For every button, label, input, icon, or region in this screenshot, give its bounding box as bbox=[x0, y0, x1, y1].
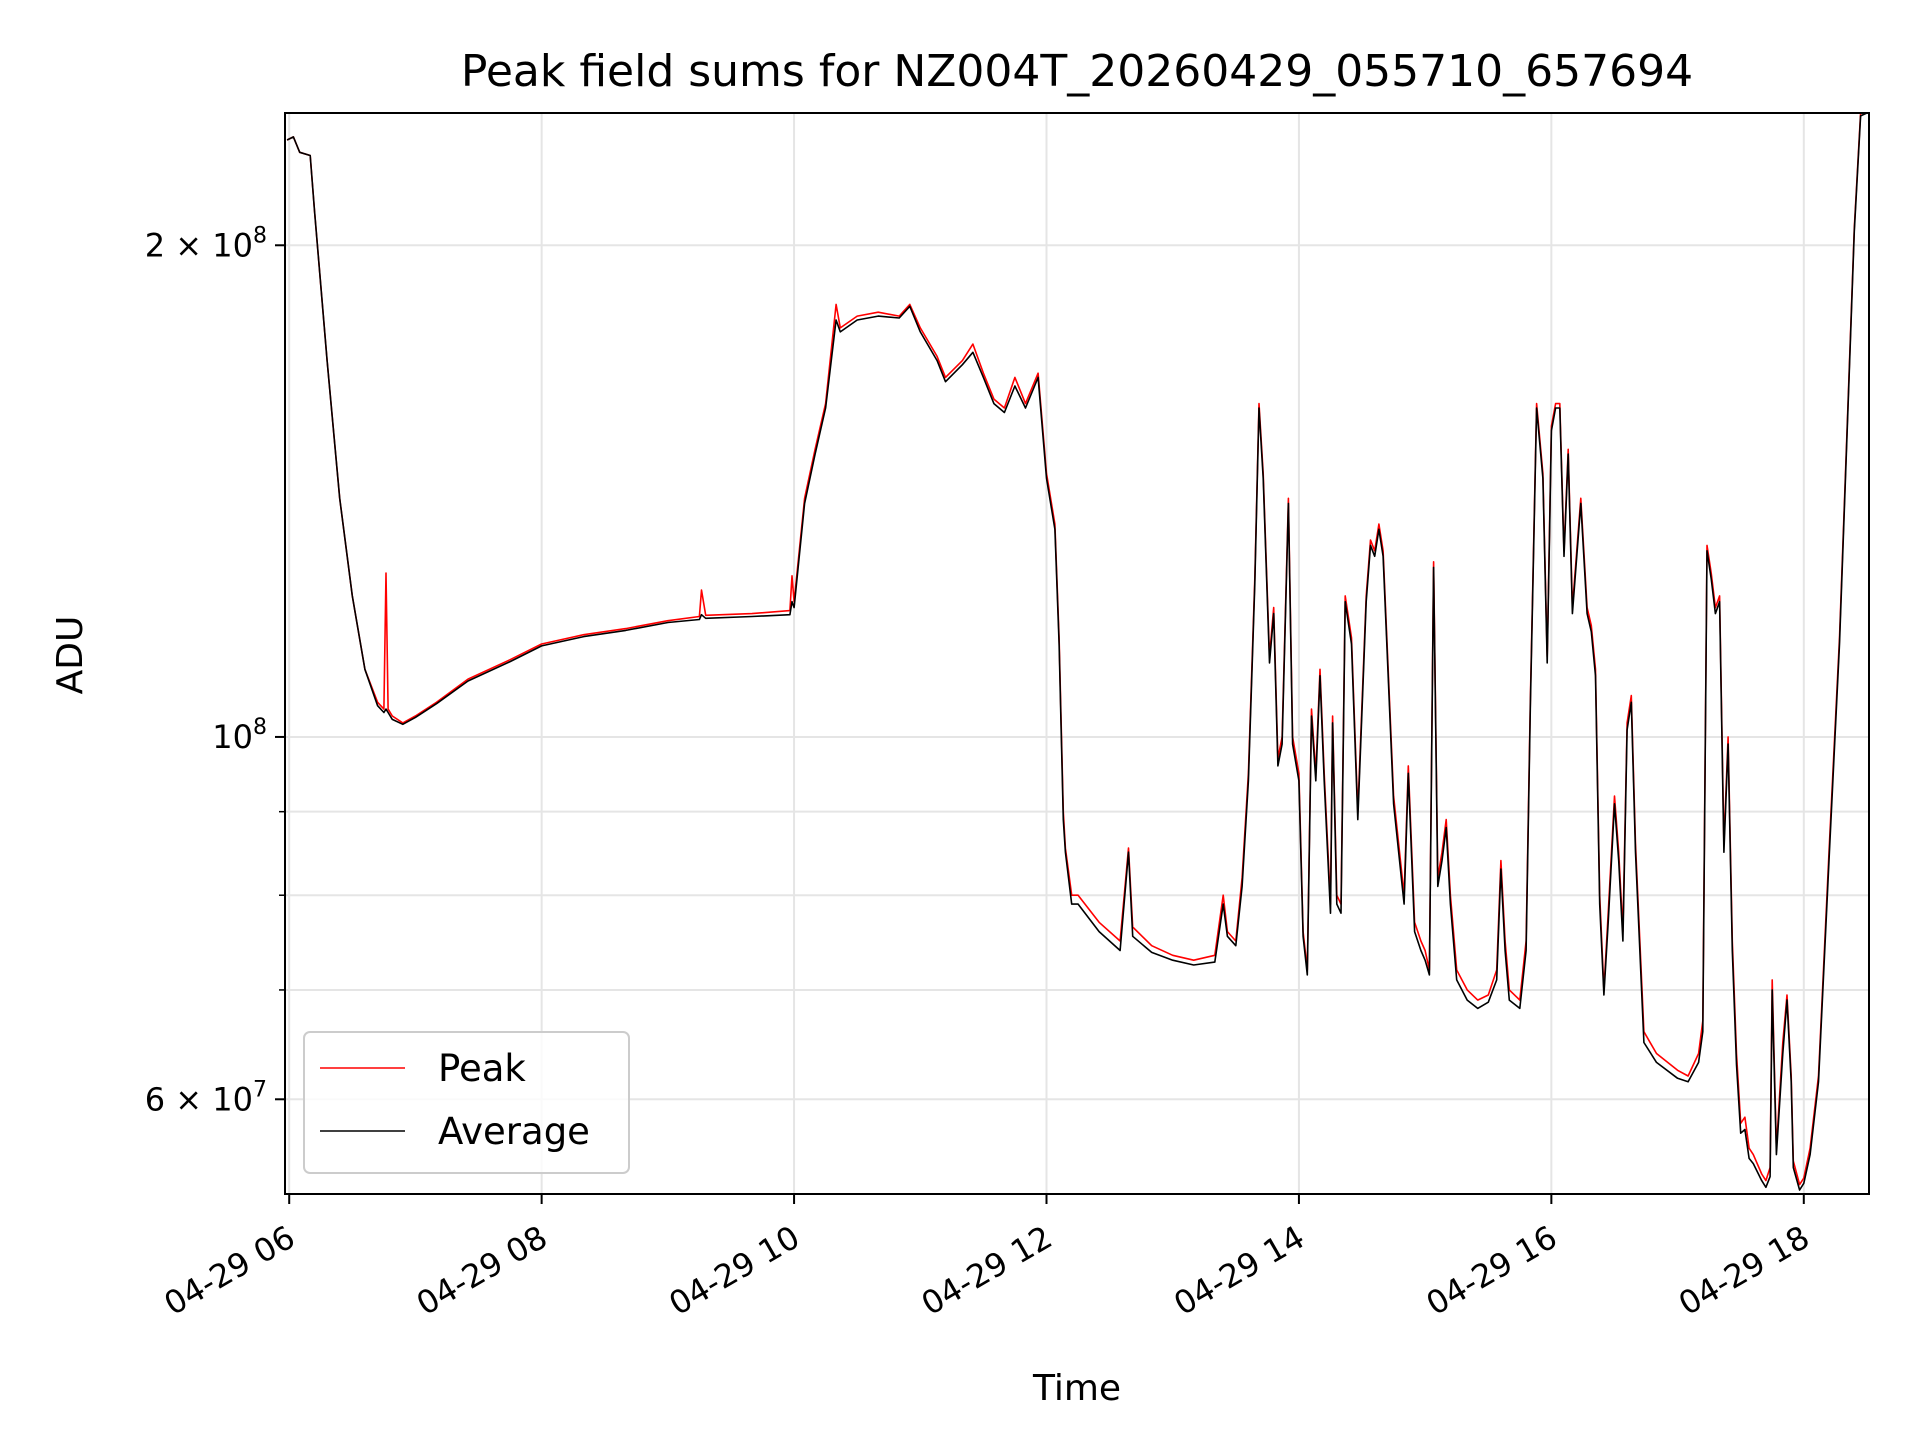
chart-title: Peak field sums for NZ004T_20260429_0557… bbox=[461, 46, 1693, 97]
y-tick-label: 6 × 107 bbox=[145, 1077, 267, 1118]
series-line-average bbox=[286, 112, 1868, 1191]
legend-label-peak: Peak bbox=[438, 1047, 526, 1090]
legend: Peak Average bbox=[303, 1031, 630, 1174]
y-axis: 2 × 108 108 6 × 107 bbox=[145, 223, 285, 1118]
x-axis-label: Time bbox=[1032, 1368, 1121, 1409]
y-tick-label: 108 bbox=[212, 715, 267, 756]
plot-frame bbox=[284, 112, 1870, 1195]
y-axis-label: ADU bbox=[50, 616, 91, 695]
series-layer bbox=[286, 112, 1868, 1191]
y-tick-label: 2 × 108 bbox=[145, 223, 267, 264]
legend-label-average: Average bbox=[438, 1110, 590, 1153]
